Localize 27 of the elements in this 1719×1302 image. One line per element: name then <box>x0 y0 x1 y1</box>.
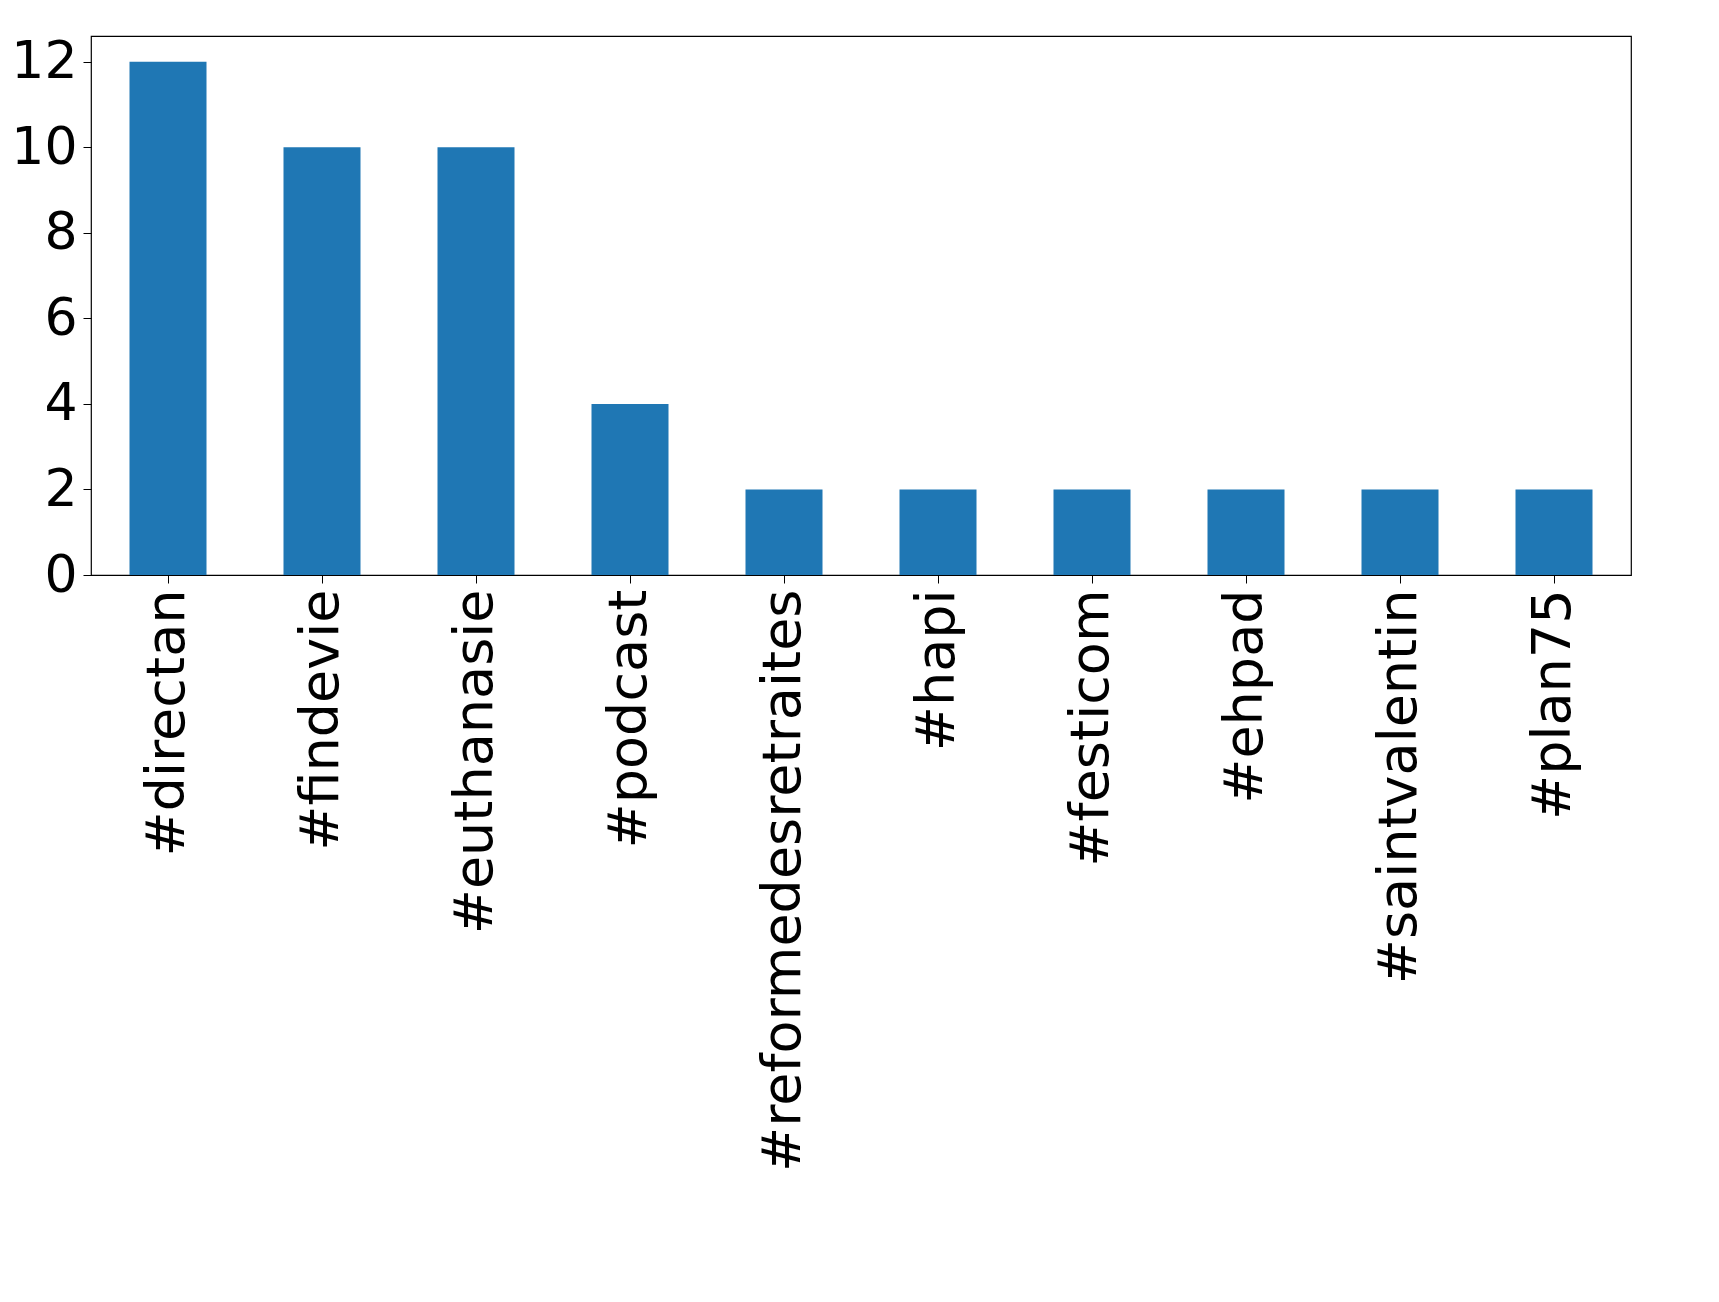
y-tick-label: 10 <box>11 115 78 176</box>
bar <box>899 489 977 575</box>
bar <box>591 403 669 575</box>
bar <box>129 61 207 575</box>
y-tick-label: 8 <box>44 201 78 262</box>
x-tick-label: #festicom <box>1058 589 1121 867</box>
bar <box>1361 489 1439 575</box>
x-tick-label: #hapi <box>904 589 967 752</box>
x-tick-label: #findevie <box>288 589 351 851</box>
bar <box>745 489 823 575</box>
x-tick-label: #euthanasie <box>442 589 505 935</box>
y-tick-label: 4 <box>44 372 78 433</box>
x-tick-label: #plan75 <box>1520 589 1583 821</box>
x-tick-label: #podcast <box>596 589 659 849</box>
x-tick-label: #directan <box>134 589 197 857</box>
y-tick-label: 6 <box>44 286 78 347</box>
x-tick-label: #saintvalentin <box>1366 589 1429 985</box>
y-tick-label: 0 <box>44 543 78 604</box>
x-tick-label: #ehpad <box>1212 589 1275 804</box>
x-tick-label: #reformedesretraites <box>750 589 813 1172</box>
bar <box>283 147 361 575</box>
bar <box>1053 489 1131 575</box>
y-tick-label: 2 <box>44 457 78 518</box>
y-tick-label: 12 <box>11 30 78 91</box>
bar <box>1207 489 1285 575</box>
bar <box>437 147 515 575</box>
bar <box>1515 489 1593 575</box>
